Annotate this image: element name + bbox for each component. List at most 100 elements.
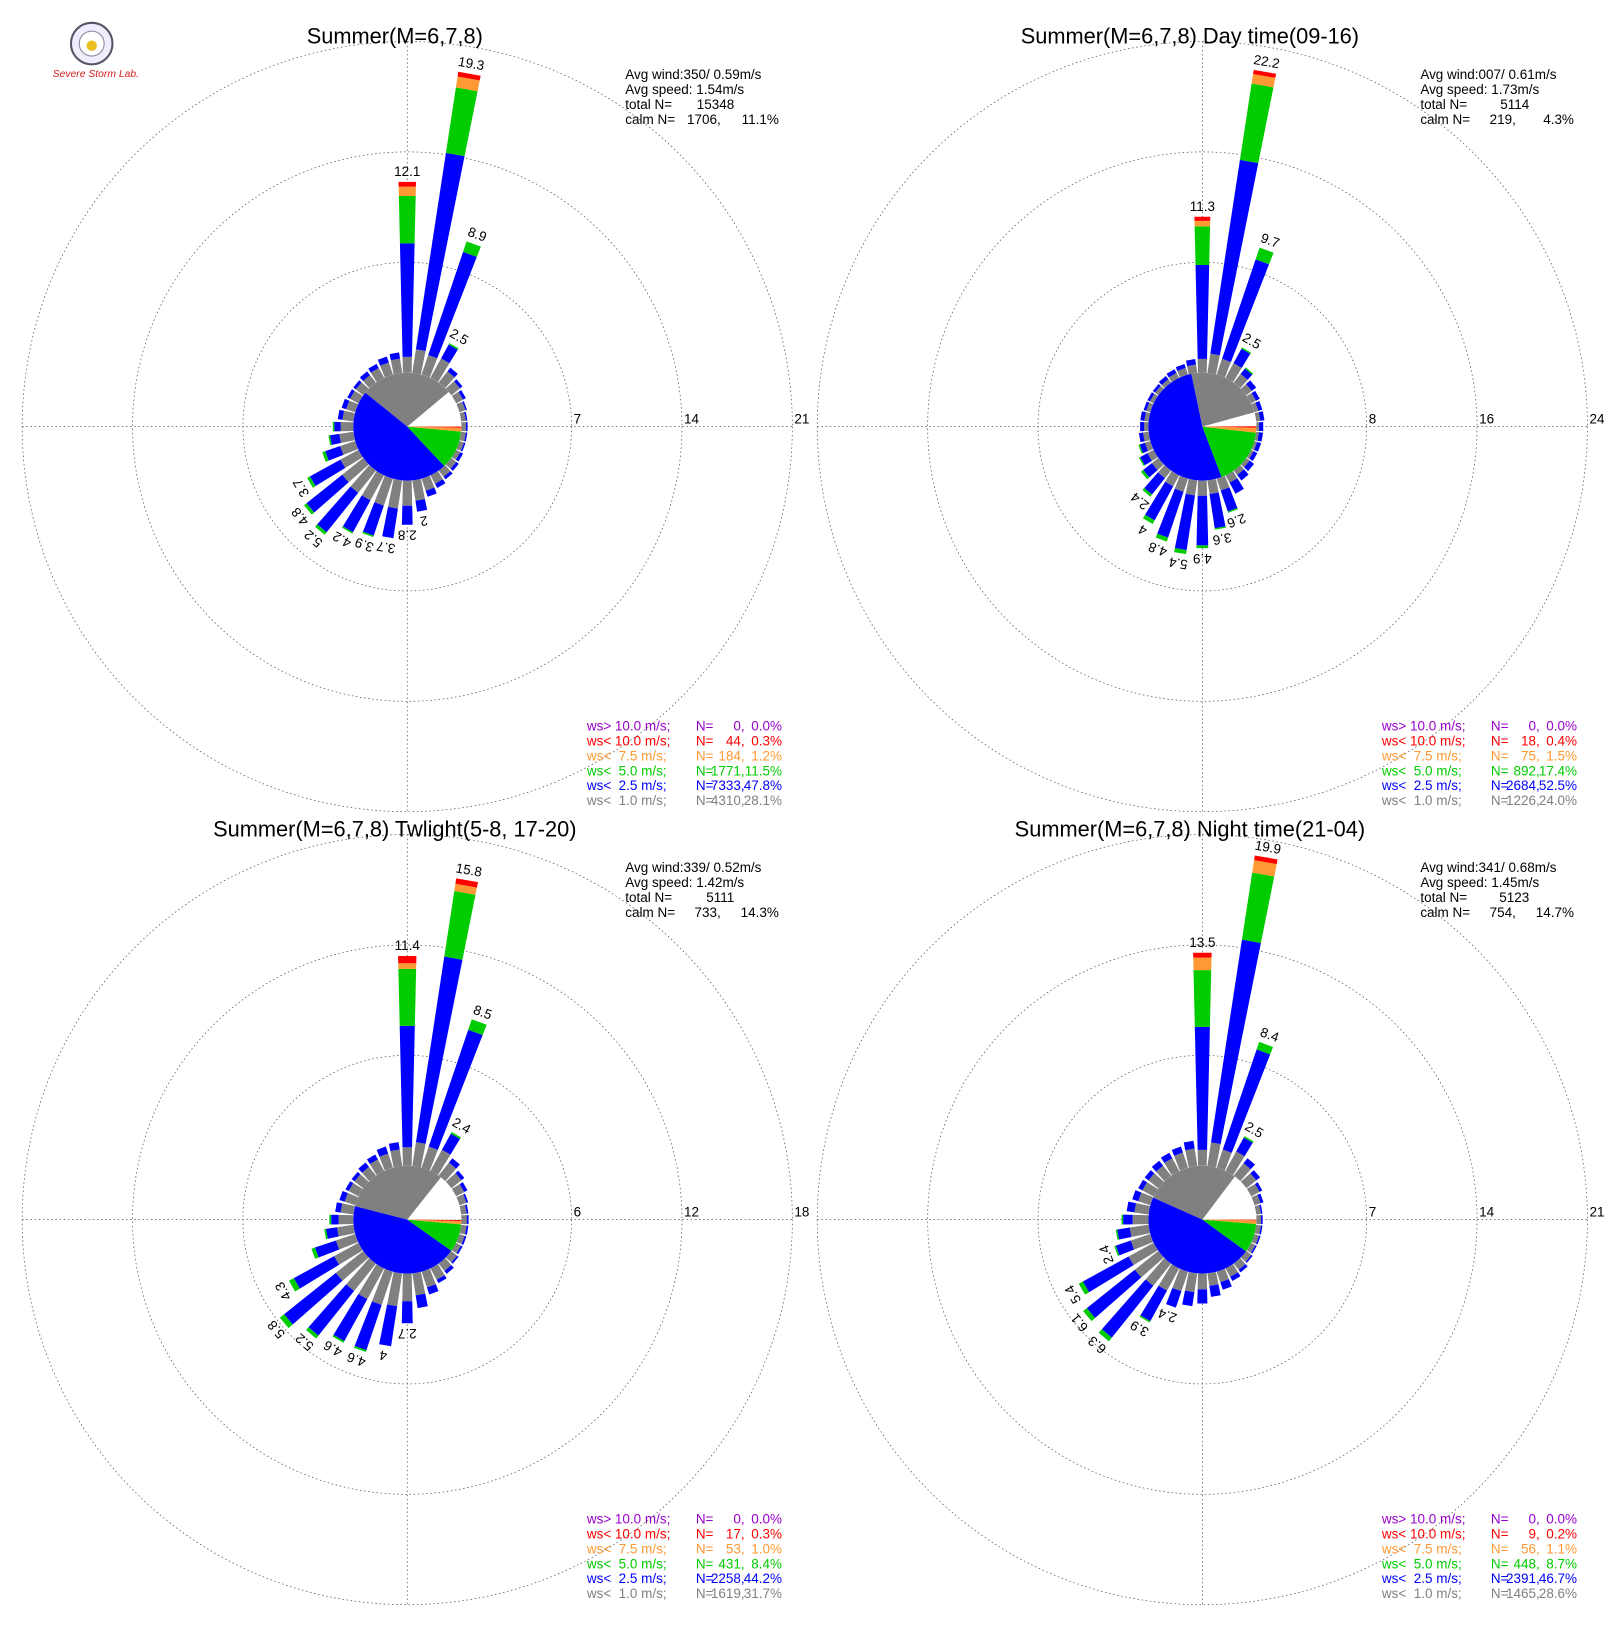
bar-segment <box>455 452 464 462</box>
legend-label: ws< 10.0 m/s; <box>586 1527 671 1542</box>
bar-segment <box>455 878 478 888</box>
legend-label: N= <box>696 763 714 778</box>
bar-total-label: 15.8 <box>455 860 483 879</box>
bar-segment <box>284 1272 343 1325</box>
legend-percent: 17.4% <box>1539 763 1577 778</box>
bar-segment <box>1154 385 1164 396</box>
bar-segment <box>459 412 466 422</box>
bar-segment <box>314 1240 340 1258</box>
bar-segment <box>1256 422 1260 432</box>
bar-segment <box>1101 1279 1154 1338</box>
bar-segment <box>399 1025 415 1148</box>
legend-count: 1619, <box>711 1586 745 1601</box>
bar-segment <box>464 411 468 421</box>
bar-total-label: 8.4 <box>1258 1025 1281 1046</box>
bar-segment <box>443 471 453 480</box>
stat-value: 5123 <box>1499 890 1529 905</box>
legend-label: ws> 10.0 m/s; <box>1381 719 1466 734</box>
stat-label: calm N= <box>625 905 675 920</box>
bar-segment <box>308 1284 355 1336</box>
pie-slice <box>407 1177 462 1220</box>
bar-segment <box>459 1204 467 1215</box>
legend-label: ws< 7.5 m/s; <box>586 1541 667 1556</box>
bar-segment <box>306 1327 319 1339</box>
stat-value: 5114 <box>1500 97 1529 112</box>
bar-segment <box>1244 367 1254 375</box>
bar-segment <box>334 421 341 432</box>
ring-grid <box>21 834 793 1606</box>
bar-segment <box>465 422 468 432</box>
bar-segment <box>311 1247 319 1259</box>
bar-segment <box>1138 444 1143 454</box>
bar-segment <box>438 1162 457 1182</box>
stat-label: calm N= <box>1420 905 1470 920</box>
legend-label: ws> 10.0 m/s; <box>586 719 671 734</box>
bar-segment <box>353 1345 367 1353</box>
stat-value: 15348 <box>697 97 735 112</box>
bar-segment <box>1115 1229 1120 1240</box>
bar-total-label: 8.9 <box>466 224 489 245</box>
bar-segment <box>1144 472 1165 495</box>
legend-count: 9, <box>1528 1527 1539 1542</box>
bar-segment <box>390 1149 403 1168</box>
bar-segment <box>1082 1256 1134 1293</box>
legend-label: N= <box>1491 748 1509 763</box>
bar-segment <box>380 362 393 378</box>
bar-segment <box>361 1166 376 1182</box>
bar-segment <box>377 356 389 366</box>
legend-label: N= <box>696 734 714 749</box>
stat-line: Avg wind:350/ 0.59m/s <box>625 67 761 82</box>
bar-segment <box>336 1224 355 1237</box>
bar-segment <box>361 471 385 501</box>
bar-segment <box>340 421 354 432</box>
stat-label: total N= <box>625 890 672 905</box>
bar-segment <box>1142 487 1153 497</box>
bar-segment <box>1245 1254 1253 1263</box>
bar-segment <box>421 354 438 378</box>
bar-segment <box>342 457 369 483</box>
legend-label: N= <box>696 1586 714 1601</box>
bar-segment <box>1140 422 1145 432</box>
legend-label: ws< 2.5 m/s; <box>586 778 667 793</box>
bar-segment <box>454 379 463 389</box>
bar-total-label: 3.6 <box>1212 530 1233 548</box>
bar-segment <box>339 1191 348 1202</box>
bar-segment <box>1165 471 1180 487</box>
bar-segment <box>401 505 413 525</box>
bar-segment <box>461 1235 467 1245</box>
pie-slice <box>1148 1197 1247 1274</box>
bar-segment <box>1256 1041 1274 1055</box>
bar-segment <box>460 442 466 452</box>
bar-segment <box>412 349 426 375</box>
bar-segment <box>1145 1258 1171 1286</box>
bar-segment <box>340 449 363 469</box>
bar-total-label: 4 <box>378 1347 388 1363</box>
legend-label: N= <box>696 719 714 734</box>
bar-total-label: 3.7 <box>375 538 396 556</box>
bar-segment <box>1255 247 1274 265</box>
bar-segment <box>1168 372 1180 383</box>
bar-segment <box>451 449 461 460</box>
bar-segment <box>1240 457 1250 468</box>
bar-segment <box>438 1258 452 1271</box>
legend-percent: 0.3% <box>751 1527 782 1542</box>
bar-segment <box>451 391 464 404</box>
bar-segment <box>1182 1290 1195 1307</box>
bar-segment <box>1130 1233 1154 1250</box>
bar-segment <box>402 480 413 506</box>
bar-segment <box>379 1304 398 1347</box>
bar-segment <box>1250 1245 1257 1254</box>
legend-percent: 1.0% <box>751 1541 782 1556</box>
logo-text: Severe Storm Lab. <box>53 69 139 80</box>
legend-count: 75, <box>1521 748 1540 763</box>
legend-count: 431, <box>718 1556 744 1571</box>
bar-segment <box>445 87 478 157</box>
legend-label: N= <box>1491 793 1509 808</box>
logo-star <box>86 40 97 51</box>
bar-segment <box>412 1142 426 1168</box>
bar-segment <box>1140 470 1150 480</box>
bar-segment <box>461 422 466 432</box>
bar-total-label: 13.5 <box>1189 935 1215 950</box>
bar-segment <box>1210 159 1259 356</box>
bar-total-label: 5.4 <box>1167 554 1189 572</box>
